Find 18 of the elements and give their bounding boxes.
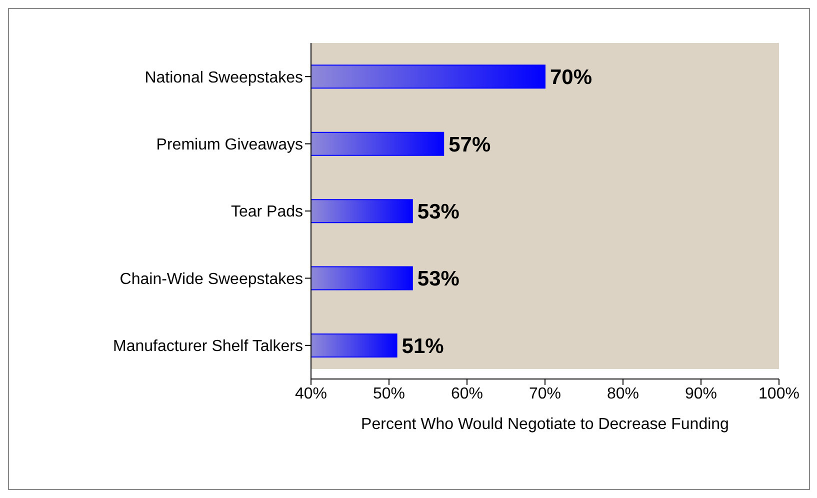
y-tick-label: Tear Pads — [230, 204, 303, 221]
x-tick-label: 80% — [606, 385, 640, 402]
x-tick-label: 50% — [372, 385, 406, 402]
data-label: 70% — [550, 66, 592, 90]
y-tick-label: Manufacturer Shelf Talkers — [112, 338, 303, 356]
data-label: 51% — [402, 334, 444, 358]
y-tick-label: Chain-Wide Sweepstakes — [120, 270, 303, 288]
x-tick-label: 100% — [758, 385, 800, 402]
data-label: 53% — [417, 200, 460, 224]
y-tick-label: Premium Giveaways — [156, 136, 303, 154]
y-tick-label: National Sweepstakes — [144, 69, 303, 86]
data-label: 53% — [417, 268, 460, 291]
x-tick-label: 70% — [528, 385, 562, 402]
x-tick-label: 90% — [684, 385, 718, 402]
x-tick-label: 40% — [294, 385, 328, 402]
x-axis-title: Percent Who Would Negotiate to Decrease Funding — [361, 416, 729, 433]
data-label: 57% — [448, 133, 491, 156]
x-tick-label: 60% — [450, 385, 484, 402]
